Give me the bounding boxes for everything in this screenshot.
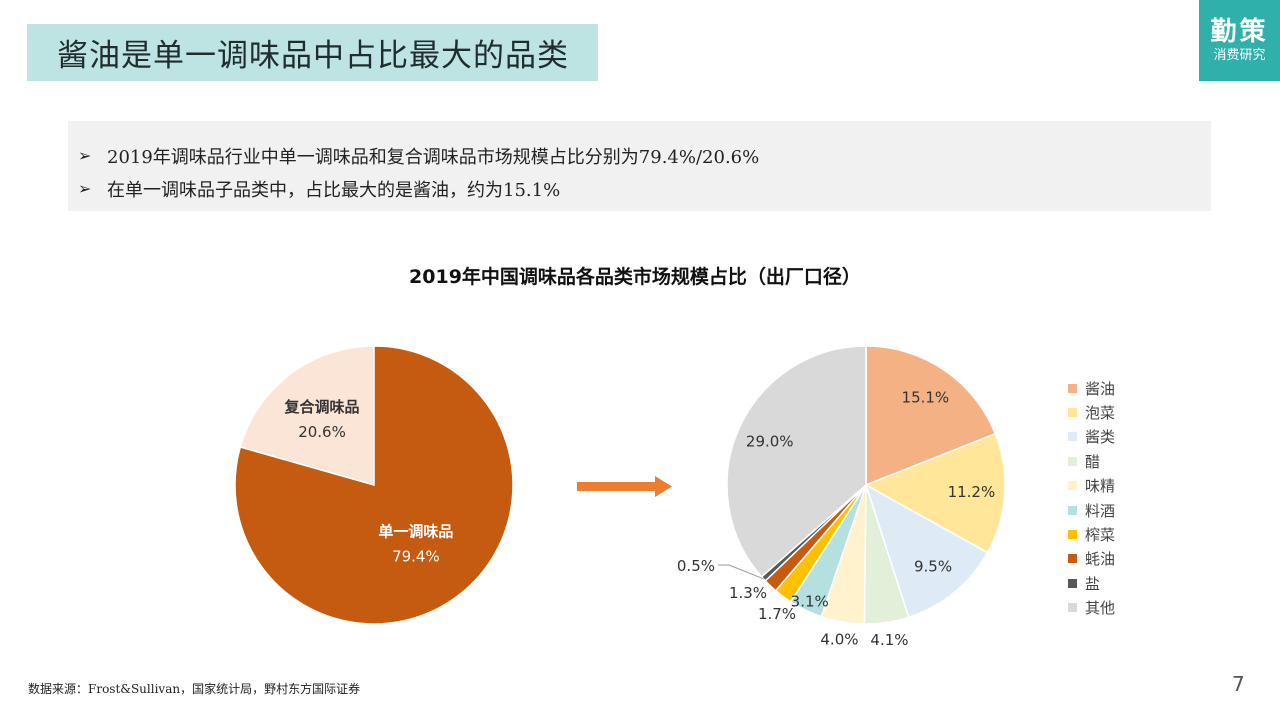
legend-label: 榨菜	[1085, 526, 1116, 545]
summary-text: 在单一调味品子品类中，占比最大的是酱油，约为15.1%	[107, 179, 561, 201]
slice-value-label: 1.3%	[729, 584, 767, 602]
legend-swatch	[1068, 578, 1077, 588]
slice-name-label: 单一调味品	[378, 522, 453, 540]
legend-label: 其他	[1085, 599, 1116, 618]
pie-slice	[726, 345, 867, 578]
slice-value-label: 20.6%	[298, 423, 346, 441]
summary-line: ➢ 2019年调味品行业中单一调味品和复合调味品市场规模占比分别为79.4%/2…	[78, 139, 1211, 172]
brand-logo-main: 勤策	[1210, 16, 1269, 47]
legend-swatch	[1068, 505, 1077, 515]
pie-slice	[865, 345, 997, 487]
legend-item: 其他	[1068, 596, 1115, 620]
pie-slice	[234, 345, 514, 625]
data-source: 数据来源：Frost&Sullivan，国家统计局，野村东方国际证券	[28, 682, 361, 696]
chart-title: 2019年中国调味品各品类市场规模占比（出厂口径）	[409, 266, 861, 288]
legend-swatch	[1068, 603, 1077, 613]
summary-box: ➢ 2019年调味品行业中单一调味品和复合调味品市场规模占比分别为79.4%/2…	[68, 121, 1211, 211]
legend-label: 醋	[1085, 452, 1101, 471]
slice-value-label: 9.5%	[914, 558, 952, 576]
legend-swatch	[1068, 554, 1077, 564]
legend-item: 泡菜	[1068, 400, 1115, 424]
legend-label: 料酒	[1085, 501, 1116, 520]
slice-value-label: 79.4%	[392, 547, 440, 565]
legend-item: 酱类	[1068, 425, 1115, 449]
slice-value-label: 1.7%	[758, 605, 796, 623]
brand-logo: 勤策 消费研究	[1199, 0, 1280, 81]
slice-name-label: 复合调味品	[284, 398, 360, 416]
legend-swatch	[1068, 383, 1077, 393]
legend-item: 盐	[1068, 571, 1115, 595]
legend-swatch	[1068, 456, 1077, 466]
legend-swatch	[1068, 408, 1077, 418]
summary-text: 2019年调味品行业中单一调味品和复合调味品市场规模占比分别为79.4%/20.…	[107, 146, 760, 168]
legend-label: 酱类	[1085, 428, 1116, 447]
slice-value-label: 4.1%	[870, 631, 908, 649]
slice-value-label: 15.1%	[902, 389, 950, 407]
slice-value-label: 4.0%	[820, 631, 858, 649]
legend-label: 泡菜	[1085, 404, 1116, 423]
slice-value-label: 11.2%	[948, 483, 996, 501]
legend-label: 酱油	[1085, 379, 1116, 398]
arrow-shaft	[577, 482, 657, 491]
leader-line	[718, 564, 764, 580]
legend-swatch	[1068, 481, 1077, 491]
pie-slice	[239, 345, 375, 486]
pie-slice	[864, 432, 1006, 554]
slice-value-label: 3.1%	[791, 592, 829, 610]
legend-item: 醋	[1068, 449, 1115, 473]
pie-slice	[864, 483, 989, 619]
legend-item: 榨菜	[1068, 522, 1115, 546]
legend-item: 蚝油	[1068, 547, 1115, 571]
legend-label: 味精	[1085, 477, 1116, 496]
legend-item: 料酒	[1068, 498, 1115, 522]
brand-logo-sub: 消费研究	[1213, 47, 1266, 63]
legend-item: 味精	[1068, 474, 1115, 498]
bullet-arrow-icon: ➢	[78, 146, 92, 165]
legend-item: 酱油	[1068, 376, 1115, 400]
slice-value-label: 29.0%	[746, 432, 794, 450]
page-number: 7	[1232, 672, 1245, 696]
legend-label: 蚝油	[1085, 550, 1116, 569]
summary-line: ➢ 在单一调味品子品类中，占比最大的是酱油，约为15.1%	[78, 172, 1211, 205]
legend-swatch	[1068, 432, 1077, 442]
slice-value-label: 0.5%	[677, 557, 715, 575]
bullet-arrow-icon: ➢	[78, 179, 92, 198]
chart-legend: 酱油泡菜酱类醋味精料酒榨菜蚝油盐其他	[1068, 376, 1115, 620]
legend-label: 盐	[1085, 574, 1101, 593]
page-title: 酱油是单一调味品中占比最大的品类	[27, 24, 598, 81]
arrow-icon	[655, 476, 672, 497]
legend-swatch	[1068, 530, 1077, 540]
